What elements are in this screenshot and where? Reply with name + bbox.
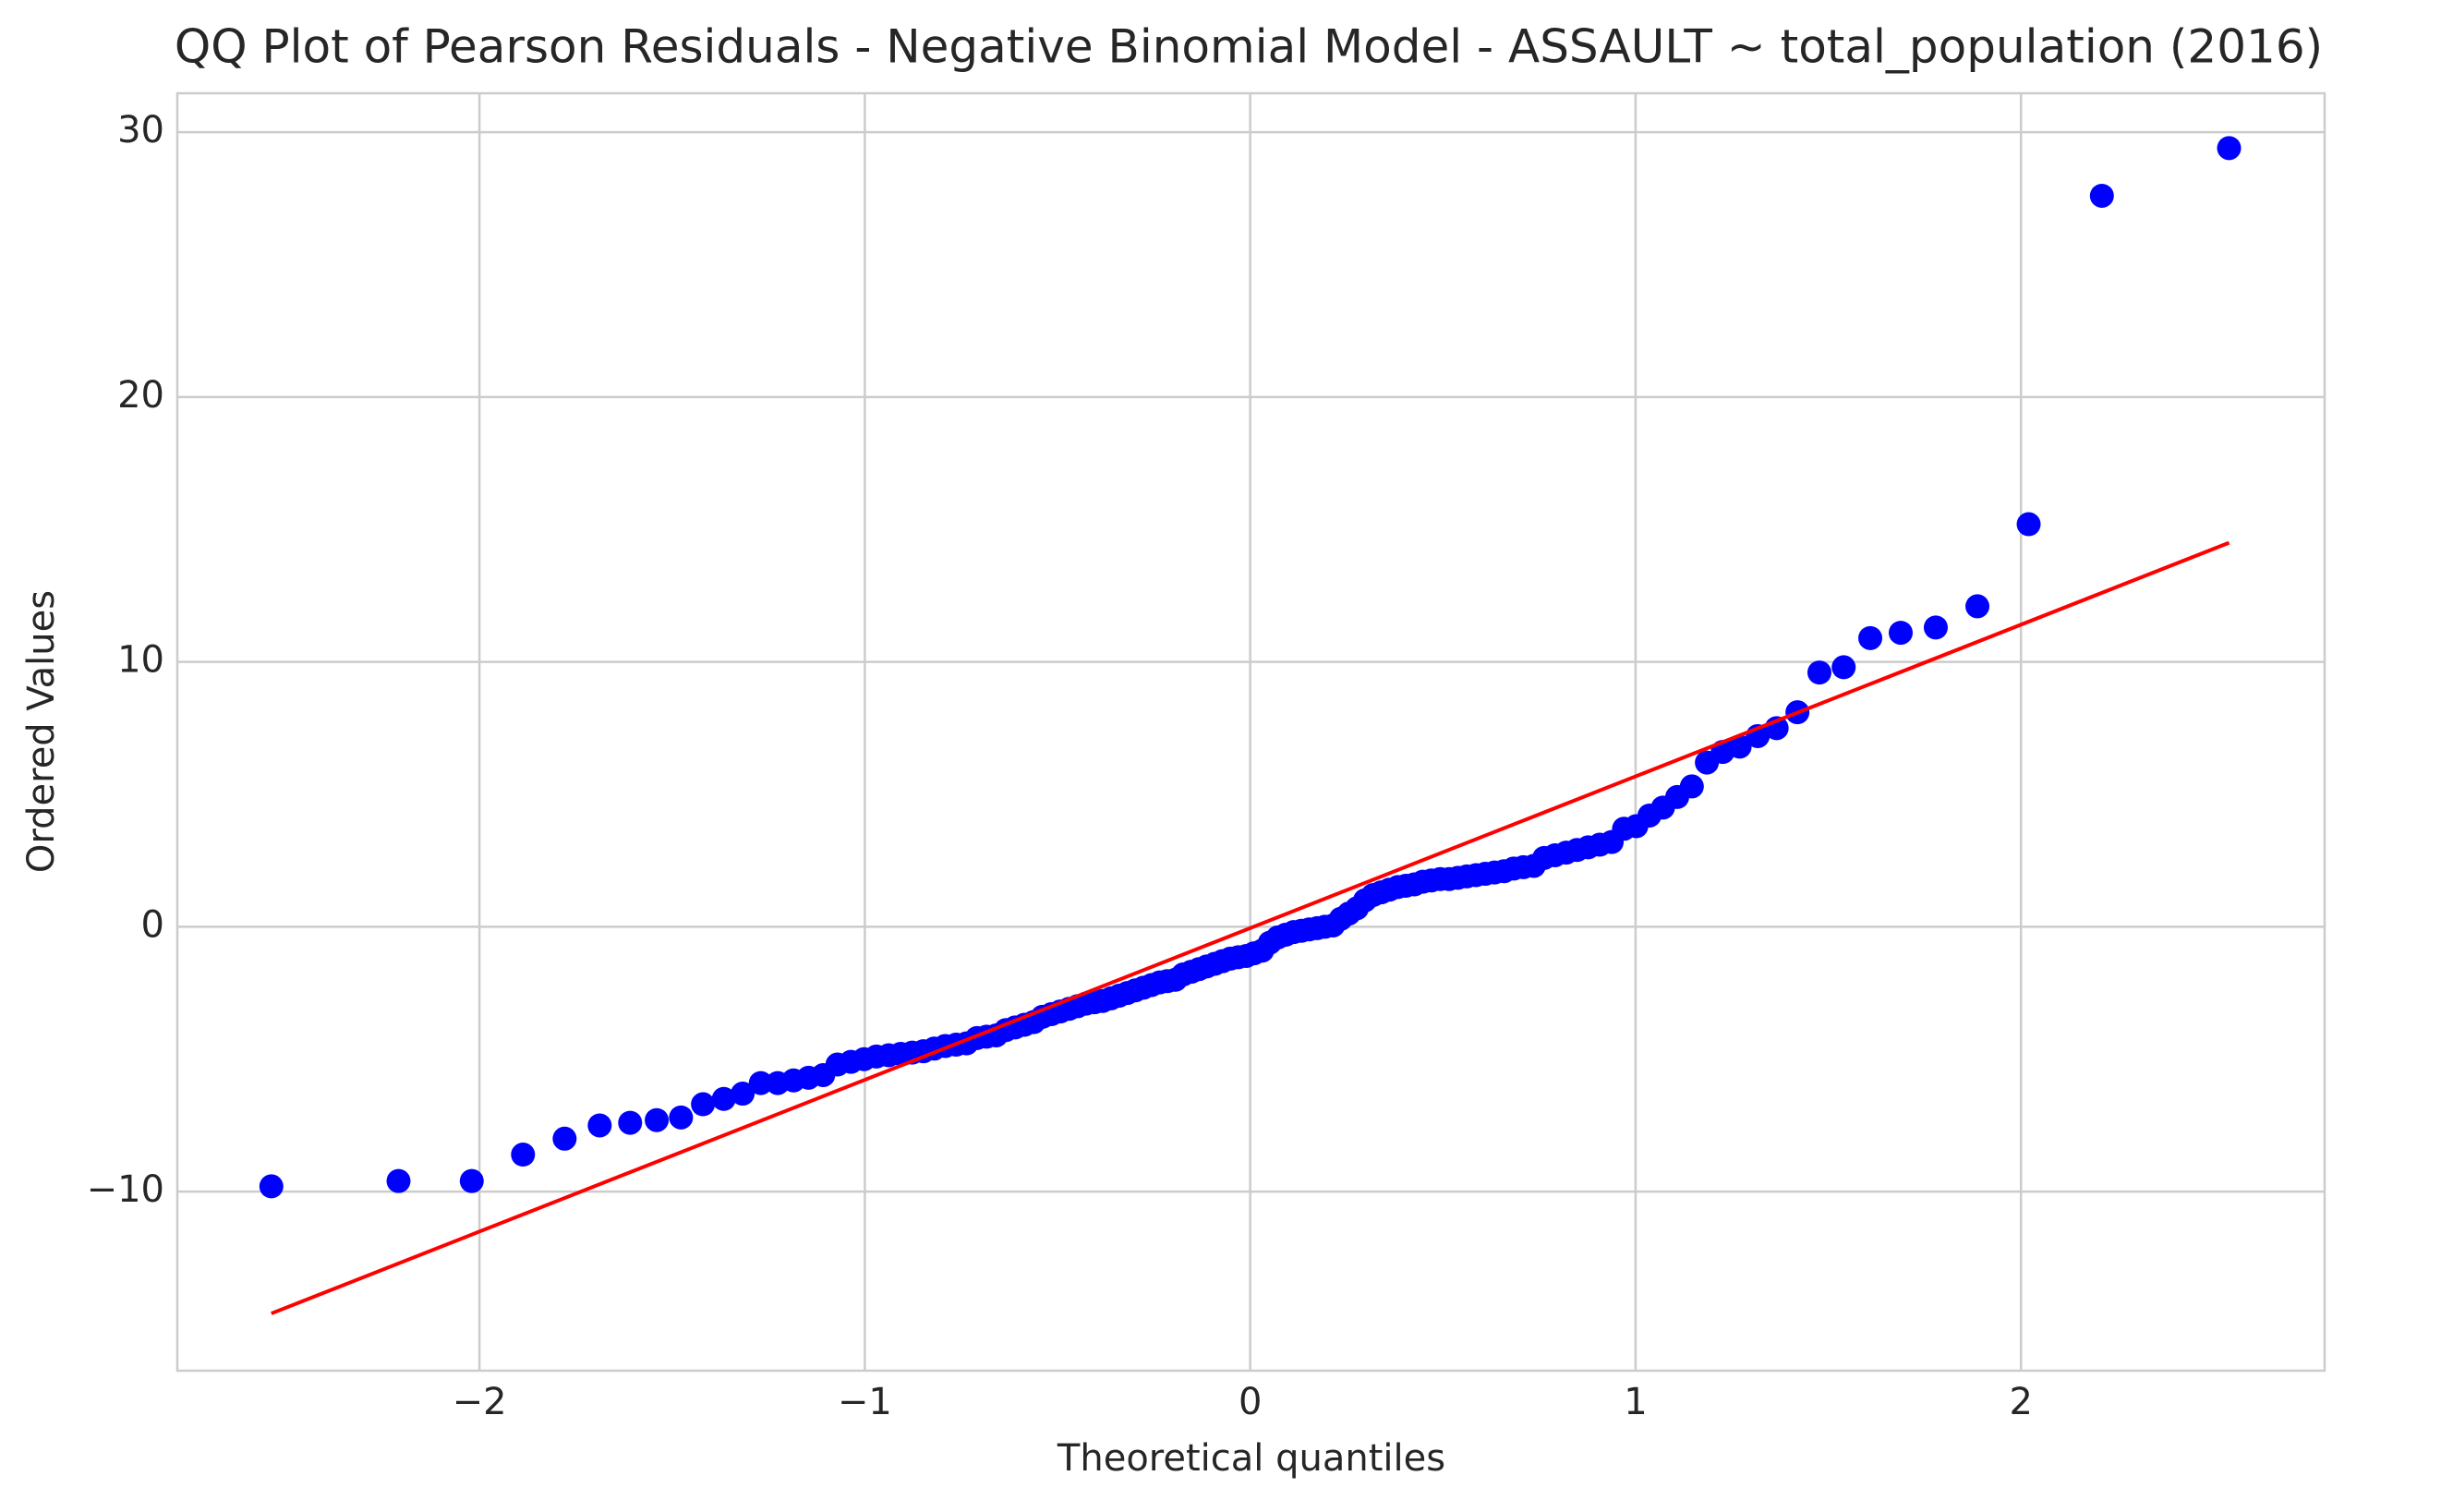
point xyxy=(386,1168,411,1193)
point xyxy=(259,1174,284,1199)
point xyxy=(2016,512,2041,537)
point xyxy=(691,1092,716,1117)
point xyxy=(711,1086,736,1111)
fit-line xyxy=(271,540,2230,1315)
point xyxy=(1923,615,1948,640)
y-tick-label: −10 xyxy=(87,1168,164,1211)
point xyxy=(1889,621,1914,646)
x-tick-label: 1 xyxy=(1624,1381,1647,1423)
point xyxy=(731,1082,755,1107)
x-tick-label: −2 xyxy=(453,1381,507,1423)
point xyxy=(669,1105,694,1130)
y-axis-label: Ordered Values xyxy=(20,590,63,873)
point xyxy=(1727,734,1752,759)
point xyxy=(2089,183,2114,208)
point xyxy=(1858,625,1883,650)
point xyxy=(459,1168,484,1193)
point xyxy=(1965,594,1990,619)
x-tick-label: 2 xyxy=(2009,1381,2032,1423)
x-tick-label: −1 xyxy=(838,1381,892,1423)
x-tick-label: 0 xyxy=(1239,1381,1262,1423)
point xyxy=(587,1113,612,1138)
x-axis-label: Theoretical quantiles xyxy=(1057,1437,1445,1480)
y-tick-label: 30 xyxy=(117,109,164,151)
chart-title: QQ Plot of Pearson Residuals - Negative … xyxy=(175,20,2323,74)
point xyxy=(618,1110,643,1135)
point xyxy=(2217,136,2242,161)
point xyxy=(511,1143,536,1167)
point xyxy=(645,1107,670,1132)
point xyxy=(1831,655,1856,680)
point xyxy=(552,1126,577,1151)
plot-frame xyxy=(175,91,2326,1373)
point xyxy=(748,1070,773,1095)
y-tick-label: 20 xyxy=(117,374,164,417)
y-tick-label: 10 xyxy=(117,639,164,682)
point xyxy=(1679,774,1704,799)
point xyxy=(1807,660,1831,685)
y-tick-label: 0 xyxy=(141,903,164,946)
